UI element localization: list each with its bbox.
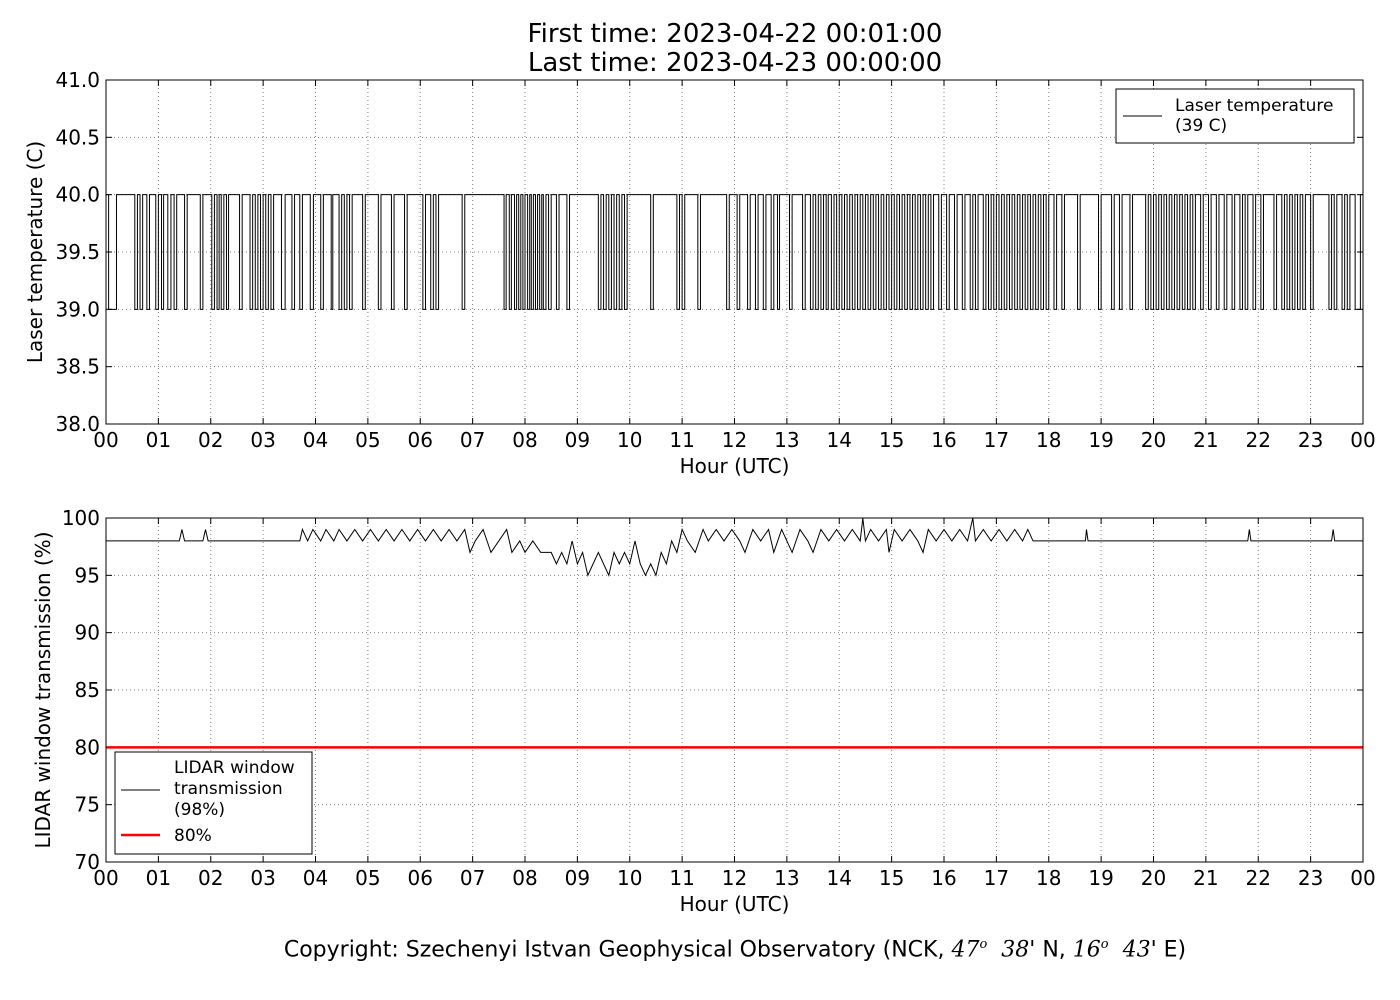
y-tick-label: 38.5 bbox=[55, 355, 100, 379]
x-tick-label: 12 bbox=[722, 866, 747, 890]
y-tick-label: 38.0 bbox=[55, 412, 100, 436]
x-tick-label: 23 bbox=[1298, 428, 1323, 452]
x-tick-label: 06 bbox=[408, 428, 433, 452]
x-tick-label: 10 bbox=[617, 428, 642, 452]
y-tick-label: 41.0 bbox=[55, 68, 100, 92]
x-tick-label: 14 bbox=[827, 428, 852, 452]
x-tick-label: 21 bbox=[1193, 866, 1218, 890]
x-tick-label: 10 bbox=[617, 866, 642, 890]
x-tick-label: 22 bbox=[1246, 866, 1271, 890]
x-tick-label: 07 bbox=[460, 866, 485, 890]
x-tick-label: 21 bbox=[1193, 428, 1218, 452]
x-tick-label: 00 bbox=[1350, 866, 1375, 890]
x-tick-label: 13 bbox=[774, 866, 799, 890]
x-tick-label: 17 bbox=[984, 428, 1009, 452]
legend-label: 80% bbox=[174, 826, 212, 846]
y-axis-label: Laser temperature (C) bbox=[23, 141, 47, 363]
x-axis-label: Hour (UTC) bbox=[680, 454, 790, 478]
chart-title-line1: First time: 2023-04-22 00:01:00 bbox=[527, 19, 943, 49]
lidar-transmission-line bbox=[106, 517, 1363, 577]
y-tick-label: 95 bbox=[75, 563, 100, 587]
legend-label: transmission bbox=[174, 779, 283, 799]
x-tick-label: 09 bbox=[565, 428, 590, 452]
x-tick-label: 17 bbox=[984, 866, 1009, 890]
x-tick-label: 07 bbox=[460, 428, 485, 452]
y-tick-label: 40.5 bbox=[55, 125, 100, 149]
legend-box bbox=[114, 751, 313, 855]
chart-title-line2: Last time: 2023-04-23 00:00:00 bbox=[527, 48, 943, 78]
x-tick-label: 03 bbox=[250, 428, 275, 452]
x-tick-label: 11 bbox=[669, 866, 694, 890]
y-tick-label: 85 bbox=[75, 678, 100, 702]
y-tick-label: 39.0 bbox=[55, 297, 100, 321]
x-tick-label: 02 bbox=[198, 428, 223, 452]
y-tick-label: 90 bbox=[75, 621, 100, 645]
legend-label: (39 C) bbox=[1175, 116, 1227, 136]
x-tick-label: 00 bbox=[93, 866, 118, 890]
legend-label: LIDAR window bbox=[174, 758, 295, 778]
x-tick-label: 08 bbox=[512, 428, 537, 452]
legend-label: (98%) bbox=[174, 800, 225, 820]
x-tick-label: 15 bbox=[879, 428, 904, 452]
x-tick-label: 03 bbox=[250, 866, 275, 890]
legend-label: Laser temperature bbox=[1175, 96, 1333, 116]
x-tick-label: 06 bbox=[408, 866, 433, 890]
x-tick-label: 02 bbox=[198, 866, 223, 890]
plot-frame bbox=[105, 79, 1364, 425]
legend: Laser temperature(39 C) bbox=[1115, 88, 1355, 144]
x-tick-label: 12 bbox=[722, 428, 747, 452]
x-tick-label: 05 bbox=[355, 866, 380, 890]
y-tick-label: 70 bbox=[75, 850, 100, 874]
laser-temperature-line bbox=[106, 194, 1363, 310]
x-tick-label: 08 bbox=[512, 866, 537, 890]
x-tick-label: 09 bbox=[565, 866, 590, 890]
x-tick-label: 00 bbox=[1350, 428, 1375, 452]
x-tick-label: 20 bbox=[1141, 866, 1166, 890]
x-tick-label: 04 bbox=[303, 866, 328, 890]
copyright-footer: Copyright: Szechenyi Istvan Geophysical … bbox=[283, 937, 1187, 963]
plot-frame bbox=[105, 517, 1364, 863]
x-tick-label: 19 bbox=[1088, 866, 1113, 890]
x-tick-label: 01 bbox=[146, 428, 171, 452]
x-tick-label: 18 bbox=[1036, 428, 1061, 452]
x-tick-label: 11 bbox=[669, 428, 694, 452]
y-tick-label: 40.0 bbox=[55, 183, 100, 207]
x-tick-label: 18 bbox=[1036, 866, 1061, 890]
y-axis-label: LIDAR window transmission (%) bbox=[31, 532, 55, 849]
y-tick-label: 80 bbox=[75, 735, 100, 759]
y-tick-label: 100 bbox=[62, 506, 100, 530]
x-tick-label: 16 bbox=[931, 428, 956, 452]
x-tick-label: 15 bbox=[879, 866, 904, 890]
x-tick-label: 05 bbox=[355, 428, 380, 452]
x-tick-label: 14 bbox=[827, 866, 852, 890]
x-tick-label: 23 bbox=[1298, 866, 1323, 890]
x-tick-label: 22 bbox=[1246, 428, 1271, 452]
x-tick-label: 16 bbox=[931, 866, 956, 890]
x-tick-label: 20 bbox=[1141, 428, 1166, 452]
y-tick-label: 39.5 bbox=[55, 240, 100, 264]
y-tick-label: 75 bbox=[75, 793, 100, 817]
x-tick-label: 19 bbox=[1088, 428, 1113, 452]
x-tick-label: 13 bbox=[774, 428, 799, 452]
x-tick-label: 04 bbox=[303, 428, 328, 452]
x-axis-label: Hour (UTC) bbox=[680, 892, 790, 916]
x-tick-label: 00 bbox=[93, 428, 118, 452]
x-tick-label: 01 bbox=[146, 866, 171, 890]
